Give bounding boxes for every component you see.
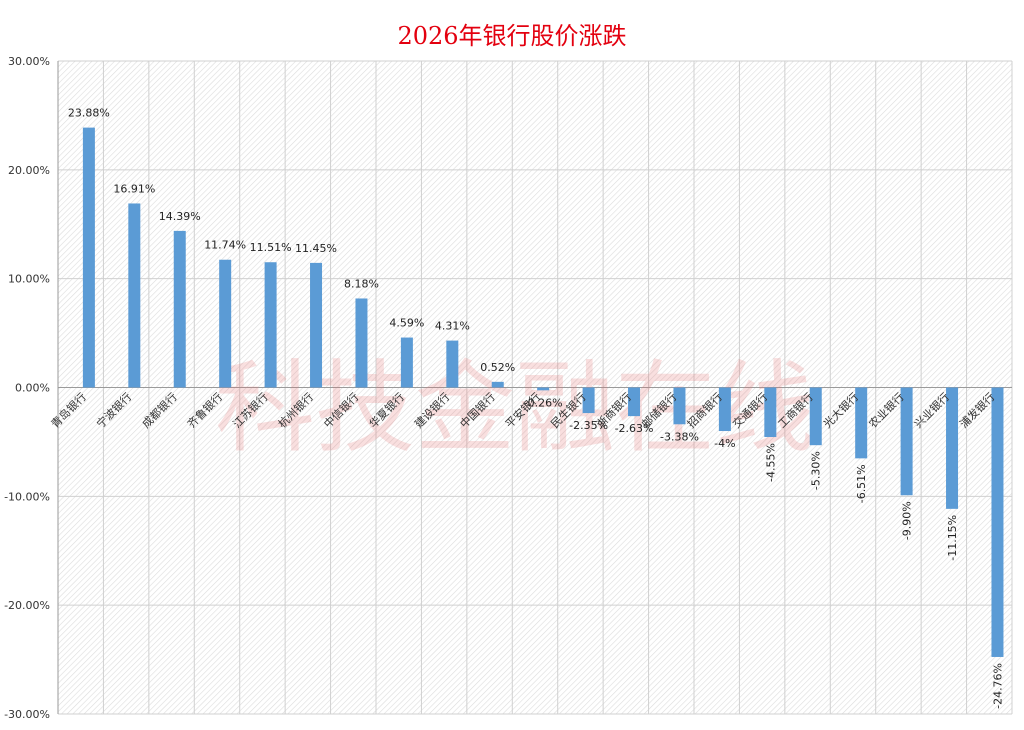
- data-label: -4.55%: [764, 443, 777, 482]
- y-tick-label: 10.00%: [8, 273, 50, 286]
- y-tick-label: 20.00%: [8, 164, 50, 177]
- data-label: -0.26%: [524, 396, 563, 409]
- bar: [718, 387, 731, 432]
- bar: [673, 387, 686, 425]
- bar: [173, 230, 186, 388]
- bar: [900, 387, 913, 496]
- bar: [628, 387, 641, 417]
- bar: [310, 262, 323, 388]
- bar: [491, 381, 504, 388]
- bar: [219, 259, 232, 388]
- bar: [582, 387, 595, 414]
- data-label: 16.91%: [113, 182, 155, 195]
- bar: [764, 387, 777, 438]
- data-label: -2.63%: [615, 422, 654, 435]
- data-label: -4%: [714, 437, 735, 450]
- bar: [400, 337, 413, 388]
- data-label: 11.74%: [204, 239, 246, 252]
- bar: [855, 387, 868, 459]
- bar: [264, 262, 277, 388]
- bar: [537, 387, 550, 391]
- data-label: 4.31%: [435, 320, 470, 333]
- bar: [809, 387, 822, 446]
- data-label: -2.35%: [569, 419, 608, 432]
- data-label: -9.90%: [901, 501, 914, 540]
- y-tick-label: 0.00%: [15, 382, 50, 395]
- data-label: -5.30%: [810, 451, 823, 490]
- y-tick-label: -20.00%: [4, 599, 50, 612]
- y-tick-label: -10.00%: [4, 490, 50, 503]
- bar: [355, 298, 368, 388]
- data-label: -6.51%: [855, 464, 868, 503]
- bar: [82, 127, 95, 388]
- bar: [446, 340, 459, 388]
- data-label: -11.15%: [946, 515, 959, 561]
- data-label: 11.45%: [295, 242, 337, 255]
- data-label: 14.39%: [159, 210, 201, 223]
- data-label: 0.52%: [480, 361, 515, 374]
- data-label: 23.88%: [68, 107, 110, 120]
- chart-title: 2026年银行股价涨跌: [397, 22, 627, 50]
- data-label: 4.59%: [389, 317, 424, 330]
- y-tick-label: -30.00%: [4, 708, 50, 721]
- data-label: 8.18%: [344, 277, 379, 290]
- bar: [128, 203, 141, 388]
- data-label: -24.76%: [991, 663, 1004, 709]
- bar: [946, 387, 959, 509]
- bar: [991, 387, 1004, 657]
- y-tick-label: 30.00%: [8, 55, 50, 68]
- data-label: -3.38%: [660, 430, 699, 443]
- data-label: 11.51%: [250, 241, 292, 254]
